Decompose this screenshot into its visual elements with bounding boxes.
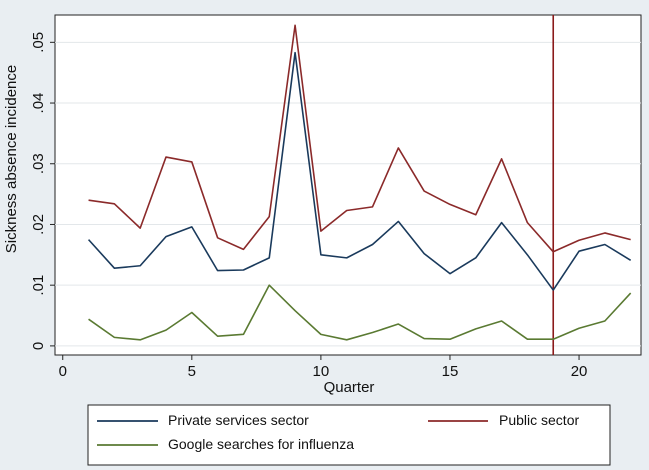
- x-tick-label: 5: [188, 363, 196, 380]
- y-axis: 0 .01 .02 .03 .04 .05: [30, 32, 55, 350]
- y-tick-label: .02: [30, 214, 47, 235]
- legend-label: Private services sector: [168, 412, 309, 428]
- legend-label: Public sector: [499, 412, 579, 428]
- y-tick-label: .05: [30, 32, 47, 53]
- series-lines: [87, 24, 632, 341]
- legend: Private services sector Public sector Goog…: [97, 412, 579, 452]
- y-tick-label: 0: [30, 342, 47, 350]
- x-tick-label: 0: [59, 363, 67, 380]
- legend-box: [87, 404, 611, 466]
- x-tick-label: 20: [571, 363, 588, 380]
- x-tick-label: 10: [313, 363, 330, 380]
- y-tick-label: .01: [30, 275, 47, 296]
- y-tick-label: .04: [30, 93, 47, 114]
- x-axis: 0 5 10 15 20: [59, 355, 588, 380]
- series-line-1: [87, 51, 632, 291]
- x-axis-title: Quarter: [324, 379, 375, 396]
- y-tick-label: .03: [30, 153, 47, 174]
- plot-area: [54, 14, 642, 356]
- x-tick-label: 15: [442, 363, 459, 380]
- series-line-2: [88, 24, 631, 253]
- legend-label: Google searches for influenza: [168, 436, 354, 452]
- gridlines: [55, 41, 641, 347]
- series-line-3: [88, 284, 632, 341]
- y-axis-title: Sickness absence incidence: [3, 65, 20, 253]
